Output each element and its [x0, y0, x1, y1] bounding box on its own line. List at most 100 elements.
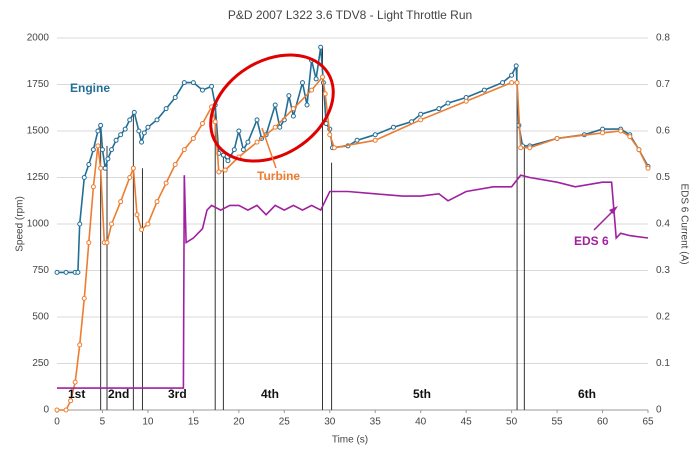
point-marker [390, 124, 396, 130]
point-marker [54, 269, 60, 275]
x-tick-label: 25 [279, 417, 291, 428]
point-marker [290, 106, 296, 112]
point-marker [99, 147, 105, 153]
turbine-pointer [261, 127, 277, 169]
point-marker [212, 119, 218, 125]
point-marker [90, 184, 96, 190]
point-marker [77, 221, 83, 227]
point-marker [127, 117, 133, 123]
point-marker [418, 117, 424, 123]
point-marker [304, 102, 310, 108]
plot-area: 02505007501000125015001750200000.10.20.3… [27, 33, 671, 428]
point-marker [509, 80, 515, 86]
x-tick-label: 45 [461, 417, 473, 428]
point-marker [109, 221, 115, 227]
y-tick-label: 1250 [27, 172, 50, 183]
point-marker [209, 83, 215, 89]
annotation: EDS 6 [574, 234, 609, 248]
point-marker [236, 128, 242, 134]
point-marker [319, 74, 325, 80]
annotation: 4th [261, 387, 279, 401]
point-marker [118, 132, 124, 138]
y2-tick-label: 0.2 [656, 312, 670, 323]
point-marker [518, 145, 524, 151]
point-marker [109, 147, 115, 153]
y-tick-label: 750 [32, 265, 49, 276]
point-marker [54, 407, 60, 413]
series-line [57, 174, 649, 389]
point-marker [418, 111, 424, 117]
y2-tick-label: 0.6 [656, 126, 670, 137]
point-marker [199, 121, 205, 127]
point-marker [645, 165, 651, 171]
point-marker [277, 124, 283, 130]
point-marker [618, 128, 624, 134]
x-tick-label: 50 [506, 417, 518, 428]
y-tick-label: 2000 [27, 33, 50, 44]
point-marker [95, 128, 101, 134]
point-marker [77, 342, 83, 348]
point-marker [105, 156, 111, 162]
point-marker [154, 117, 160, 123]
point-marker [500, 80, 506, 86]
annotation: 3rd [168, 387, 187, 401]
point-marker [72, 379, 78, 385]
y-tick-label: 1000 [27, 219, 50, 230]
point-marker [163, 106, 169, 112]
point-marker [163, 180, 169, 186]
point-marker [372, 137, 378, 143]
x-tick-label: 65 [642, 417, 654, 428]
annotation: 2nd [108, 387, 129, 401]
point-marker [354, 137, 360, 143]
point-marker [254, 139, 260, 145]
point-marker [95, 143, 101, 149]
point-marker [313, 76, 319, 82]
y2-tick-label: 0.1 [656, 358, 670, 369]
point-marker [627, 134, 633, 140]
x-tick-label: 30 [324, 417, 336, 428]
point-marker [327, 132, 333, 138]
point-marker [463, 98, 469, 104]
x-tick-label: 55 [552, 417, 564, 428]
point-marker [436, 106, 442, 112]
point-marker [514, 80, 520, 86]
point-marker [131, 109, 137, 115]
chart-title: P&D 2007 L322 3.6 TDV8 - Light Throttle … [228, 8, 472, 22]
y-tick-label: 0 [43, 405, 49, 416]
x-tick-label: 60 [597, 417, 609, 428]
annotation: 6th [578, 387, 596, 401]
point-marker [216, 169, 222, 175]
point-marker [190, 80, 196, 86]
y-tick-label: 250 [32, 358, 49, 369]
y-axis-label: Speed (rpm) [15, 196, 26, 252]
point-marker [272, 124, 278, 130]
point-marker [139, 139, 145, 145]
x-tick-label: 5 [100, 417, 106, 428]
x-tick-label: 35 [370, 417, 382, 428]
point-marker [154, 199, 160, 205]
point-marker [272, 102, 278, 108]
point-marker [172, 161, 178, 167]
point-marker [98, 122, 104, 128]
point-marker [286, 93, 292, 99]
point-marker [240, 147, 246, 153]
y2-tick-label: 0.4 [656, 219, 670, 230]
point-marker [68, 398, 74, 404]
point-marker [636, 147, 642, 153]
annotation: 1st [68, 387, 85, 401]
point-marker [145, 124, 151, 130]
series-line [57, 47, 649, 274]
point-marker [509, 72, 515, 78]
point-marker [141, 130, 147, 136]
point-marker [122, 126, 128, 132]
point-marker [86, 240, 92, 246]
point-marker [513, 63, 519, 69]
annotation: Turbine [257, 169, 300, 183]
point-marker [81, 295, 87, 301]
point-marker [90, 147, 96, 153]
y-tick-label: 1500 [27, 126, 50, 137]
annotation: Engine [70, 81, 110, 95]
point-marker [481, 87, 487, 93]
point-marker [172, 95, 178, 101]
